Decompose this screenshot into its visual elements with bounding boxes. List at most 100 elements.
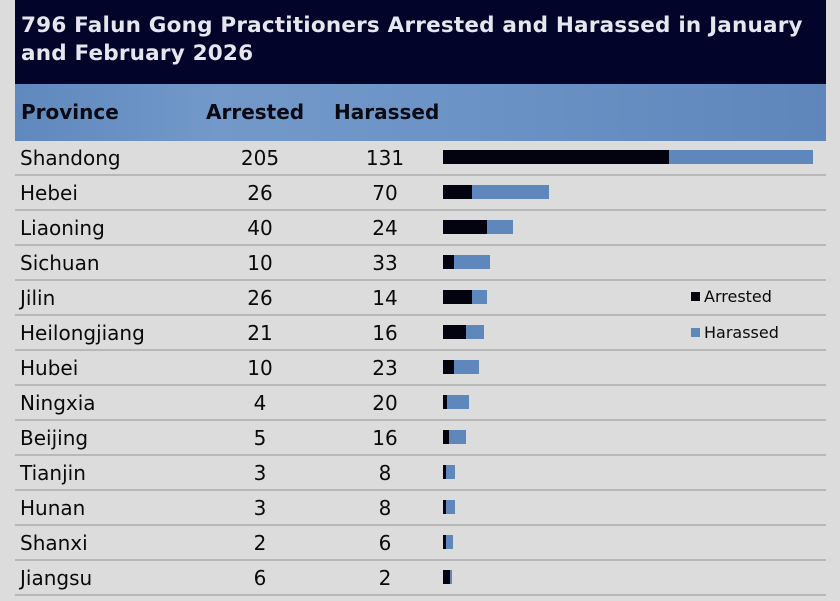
table-row: Hubei 10 23 [15,351,826,386]
province-cell: Tianjin [20,461,86,485]
province-cell: Jilin [20,286,56,310]
province-cell: Beijing [20,426,89,450]
stacked-bar [443,220,514,234]
province-cell: Heilongjiang [20,321,145,345]
stacked-bar [443,535,453,549]
bar-harassed [668,150,813,164]
bar-arrested [443,255,454,269]
harassed-cell: 20 [372,391,398,415]
legend-label-arrested: Arrested [704,287,772,306]
arrested-cell: 40 [247,216,273,240]
arrested-cell: 5 [253,426,267,450]
province-cell: Hubei [20,356,79,380]
province-cell: Liaoning [20,216,105,240]
table-row: Shandong 205 131 [15,141,826,176]
stacked-bar [443,360,480,374]
harassed-cell: 6 [378,531,392,555]
harassed-cell: 8 [378,496,392,520]
arrested-cell: 26 [247,181,273,205]
bar-arrested [443,150,669,164]
stacked-bar [443,185,549,199]
table-header: Province Arrested Harassed [15,84,826,141]
bar-harassed [449,570,452,584]
bar-arrested [443,500,447,514]
bar-harassed [446,535,453,549]
legend-swatch-arrested [691,292,700,301]
arrested-cell: 26 [247,286,273,310]
bar-arrested [443,325,467,339]
bar-harassed [447,395,470,409]
bar-arrested [443,430,449,444]
bar-arrested [443,535,446,549]
table-row: Hunan 3 8 [15,491,826,526]
province-cell: Hebei [20,181,78,205]
bar-arrested [443,290,472,304]
arrested-cell: 4 [253,391,267,415]
bar-arrested [443,465,447,479]
header-harassed: Harassed [334,100,440,124]
bar-harassed [471,185,549,199]
arrested-cell: 3 [253,496,267,520]
table-row: Hebei 26 70 [15,176,826,211]
legend-arrested: Arrested [691,287,772,306]
harassed-cell: 14 [372,286,398,310]
header-province: Province [21,100,119,124]
bar-harassed [454,255,491,269]
bar-harassed [487,220,514,234]
stacked-bar [443,500,456,514]
bar-harassed [471,290,487,304]
province-cell: Shanxi [20,531,88,555]
arrested-cell: 205 [240,146,280,170]
legend-label-harassed: Harassed [704,323,779,342]
province-cell: Shandong [20,146,121,170]
stacked-bar [443,570,452,584]
stacked-bar [443,465,456,479]
province-cell: Ningxia [20,391,96,415]
arrested-cell: 21 [247,321,273,345]
table-row: Jiangsu 6 2 [15,561,826,596]
bar-harassed [446,500,456,514]
arrested-cell: 2 [253,531,267,555]
harassed-cell: 131 [365,146,405,170]
arrested-cell: 10 [247,251,273,275]
harassed-cell: 24 [372,216,398,240]
bar-arrested [443,185,472,199]
table-row: Beijing 5 16 [15,421,826,456]
stacked-bar [443,430,467,444]
bar-harassed [446,465,456,479]
bar-harassed [466,325,484,339]
arrested-cell: 3 [253,461,267,485]
bar-arrested [443,395,448,409]
bar-harassed [454,360,480,374]
harassed-cell: 8 [378,461,392,485]
table-row: Liaoning 40 24 [15,211,826,246]
harassed-cell: 16 [372,321,398,345]
harassed-cell: 16 [372,426,398,450]
harassed-cell: 70 [372,181,398,205]
legend-harassed: Harassed [691,323,779,342]
stacked-bar [443,255,491,269]
header-arrested: Arrested [206,100,305,124]
harassed-cell: 23 [372,356,398,380]
harassed-cell: 33 [372,251,398,275]
province-cell: Jiangsu [20,566,93,590]
arrested-cell: 10 [247,356,273,380]
chart-table: 796 Falun Gong Practitioners Arrested an… [15,0,826,601]
bar-arrested [443,570,450,584]
table-row: Tianjin 3 8 [15,456,826,491]
table-row: Heilongjiang 21 16 [15,316,826,351]
table-row: Shanxi 2 6 [15,526,826,561]
stacked-bar [443,290,487,304]
arrested-cell: 6 [253,566,267,590]
bar-harassed [448,430,467,444]
chart-title: 796 Falun Gong Practitioners Arrested an… [15,0,826,84]
table-row: Ningxia 4 20 [15,386,826,421]
province-cell: Sichuan [20,251,100,275]
harassed-cell: 2 [378,566,392,590]
bar-arrested [443,360,454,374]
province-cell: Hunan [20,496,86,520]
bar-arrested [443,220,487,234]
stacked-bar [443,325,484,339]
table-row: Sichuan 10 33 [15,246,826,281]
stacked-bar [443,150,813,164]
